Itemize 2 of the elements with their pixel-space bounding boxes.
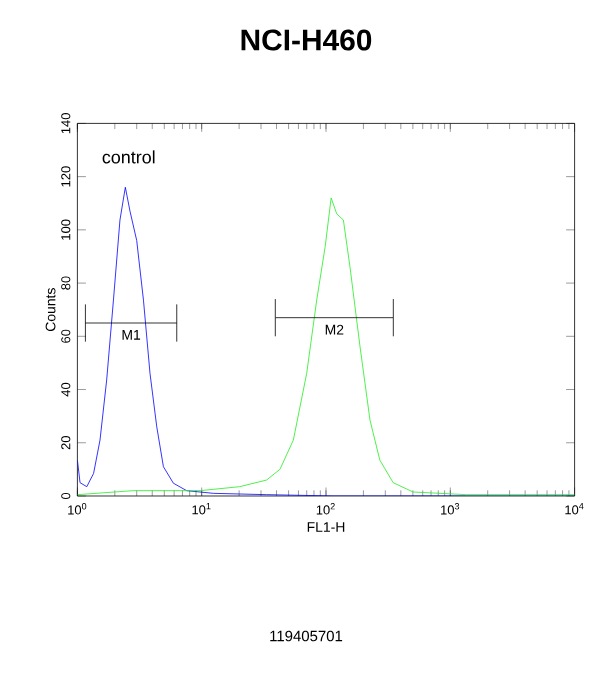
annotation: control <box>102 150 155 164</box>
chart-title: NCI-H460 <box>241 29 372 51</box>
